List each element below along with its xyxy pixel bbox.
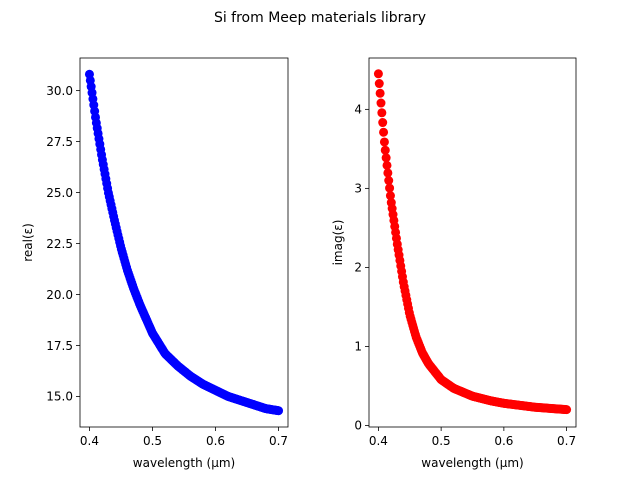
y-tick-label: 1 [354, 340, 362, 354]
data-point [385, 191, 395, 201]
data-point [383, 168, 393, 178]
left-y-axis-label: real(ε) [21, 223, 35, 262]
y-tick-label: 2 [354, 261, 362, 275]
data-point [562, 405, 572, 415]
x-tick-label: 0.4 [80, 434, 99, 448]
left-y-ticks: 15.0 17.5 20.0 22.5 25.0 27.5 30.0 [46, 84, 80, 404]
data-point [373, 69, 383, 79]
data-point [381, 153, 391, 163]
x-tick-label: 0.7 [557, 434, 576, 448]
y-tick-label: 0 [354, 419, 362, 433]
real-epsilon-markers [84, 69, 284, 416]
right-y-axis-label: imag(ε) [331, 220, 345, 266]
left-x-ticks: 0.4 0.5 0.6 0.7 [80, 427, 288, 448]
data-point [379, 127, 389, 137]
y-tick-label: 3 [354, 182, 362, 196]
y-tick-label: 17.5 [46, 339, 73, 353]
y-tick-label: 25.0 [46, 186, 73, 200]
x-tick-label: 0.7 [269, 434, 288, 448]
right-y-ticks: 0 1 2 3 4 [354, 103, 369, 433]
data-point [274, 406, 284, 416]
y-tick-label: 30.0 [46, 84, 73, 98]
x-tick-label: 0.6 [206, 434, 225, 448]
x-tick-label: 0.4 [369, 434, 388, 448]
imag-epsilon-markers [373, 69, 572, 415]
x-tick-label: 0.5 [143, 434, 162, 448]
data-point [375, 88, 385, 98]
right-x-ticks: 0.4 0.5 0.6 0.7 [369, 427, 576, 448]
right-x-axis-label: wavelength (μm) [421, 456, 523, 470]
right-subplot: 0.4 0.5 0.6 0.7 0 1 2 3 4 wavelength (μm) imag(… [331, 57, 577, 470]
y-tick-label: 4 [354, 103, 362, 117]
data-point [385, 183, 395, 193]
data-point [382, 160, 392, 170]
data-point [384, 176, 394, 186]
y-tick-label: 20.0 [46, 288, 73, 302]
left-x-axis-label: wavelength (μm) [133, 456, 235, 470]
data-point [380, 145, 390, 155]
left-subplot: 0.4 0.5 0.6 0.7 15.0 17.5 20.0 22.5 25.0 27.5 30.… [21, 57, 289, 470]
x-tick-label: 0.6 [494, 434, 513, 448]
y-tick-label: 27.5 [46, 135, 73, 149]
data-point [379, 137, 389, 147]
y-tick-label: 15.0 [46, 390, 73, 404]
data-point [374, 79, 384, 89]
x-tick-label: 0.5 [432, 434, 451, 448]
data-point [378, 118, 388, 128]
right-axes-frame [368, 57, 577, 428]
y-tick-label: 22.5 [46, 237, 73, 251]
left-axes-frame [79, 57, 289, 428]
figure-title: Si from Meep materials library [214, 10, 426, 26]
data-point [377, 108, 387, 118]
data-point [376, 98, 386, 108]
